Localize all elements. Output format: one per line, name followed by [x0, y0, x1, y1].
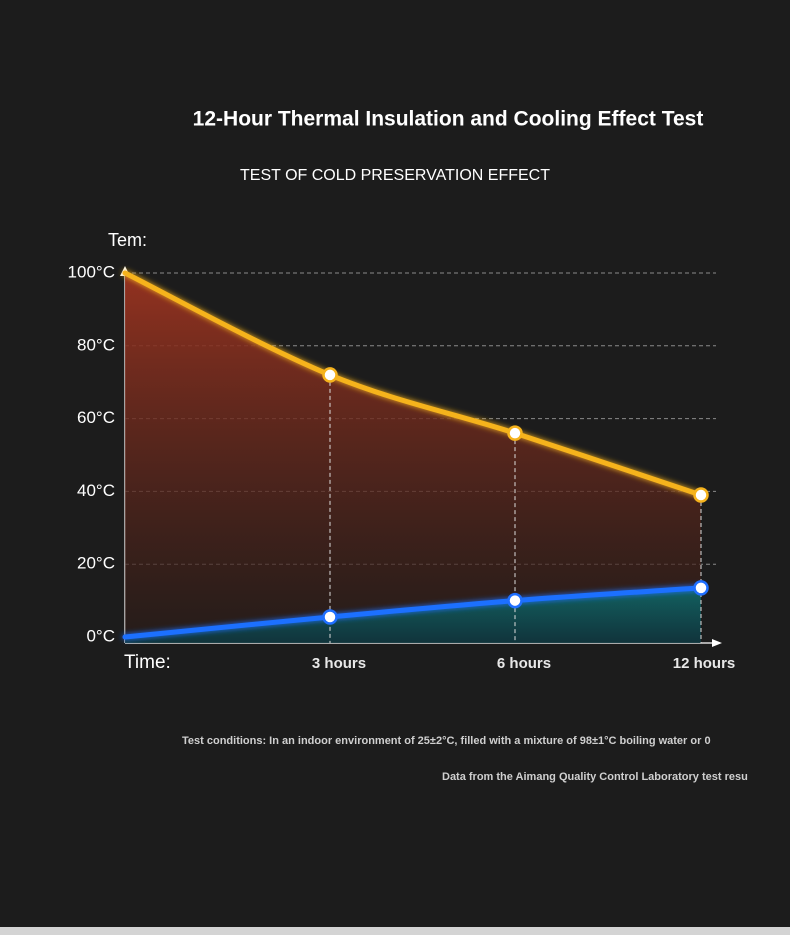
series-line [122, 270, 704, 498]
x-axis-arrow [712, 639, 722, 647]
data-point [322, 609, 338, 625]
y-tick-label: 0°C [86, 626, 115, 645]
chart-title: 12-Hour Thermal Insulation and Cooling E… [193, 108, 704, 131]
y-axis-label: Tem: [108, 230, 147, 250]
y-tick-label: 80°C [77, 335, 115, 354]
note: Data from the Aimang Quality Control Lab… [442, 771, 748, 783]
x-axis-label: Time: [124, 652, 171, 673]
x-tick-label: 6 hours [497, 655, 551, 672]
data-point [507, 425, 523, 441]
bottom-bar [0, 927, 790, 935]
x-tick-label: 3 hours [312, 655, 366, 672]
data-point [507, 592, 523, 609]
data-point [693, 580, 709, 596]
y-tick-label: 40°C [77, 481, 115, 500]
note: Test conditions: In an indoor environmen… [182, 735, 711, 747]
chart-subtitle: TEST OF COLD PRESERVATION EFFECT [240, 167, 550, 184]
area [125, 273, 701, 643]
plot: 0°C 20°C 40°C 60°C 80°C 100°C 3 hours 6 hours 12… [68, 262, 736, 671]
area [125, 587, 701, 643]
data-point [693, 487, 709, 503]
series-line [122, 585, 704, 640]
y-tick-label: 60°C [77, 408, 115, 427]
x-tick-label: 12 hours [673, 655, 736, 672]
y-tick-label: 100°C [68, 262, 115, 281]
y-tick-label: 20°C [77, 554, 115, 573]
data-point [322, 367, 338, 383]
